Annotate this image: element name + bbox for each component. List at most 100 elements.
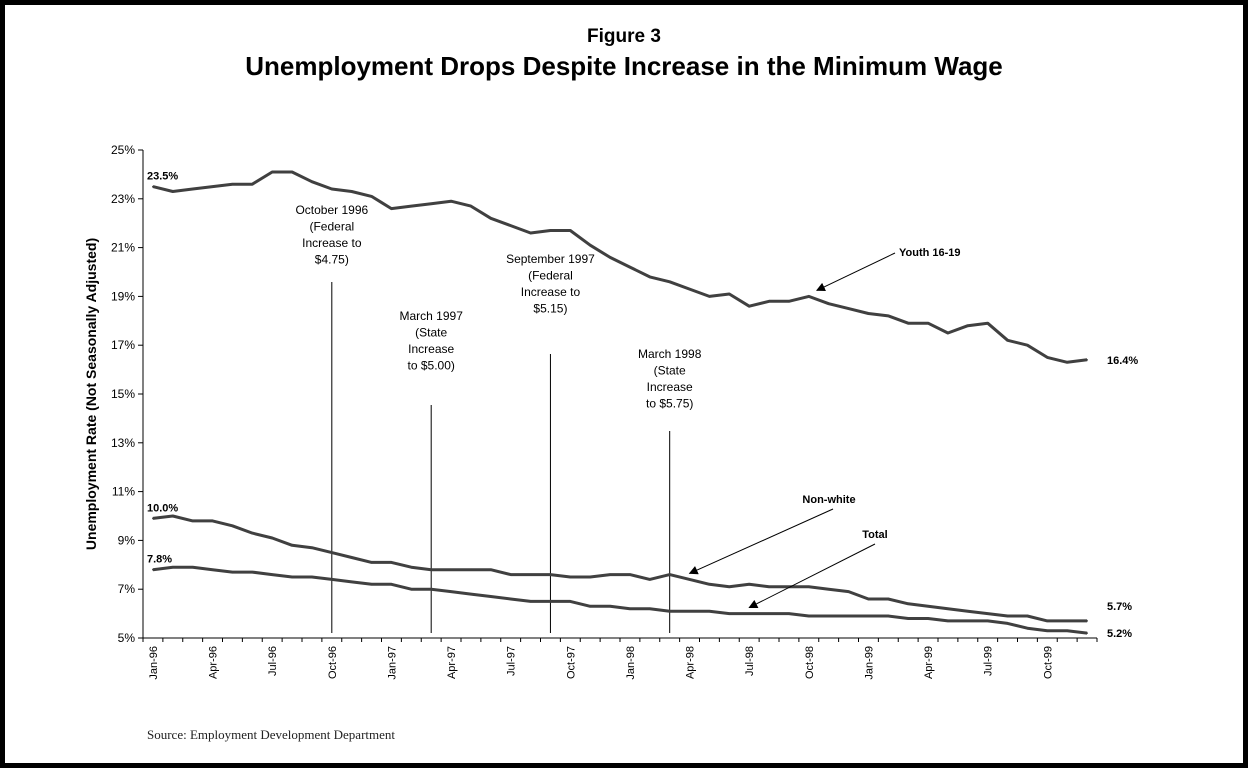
data-point [211, 568, 214, 571]
data-point [152, 185, 154, 188]
data-point [708, 610, 711, 613]
data-point [569, 600, 572, 603]
data-point [390, 583, 393, 586]
x-tick-label: Oct-96 [327, 646, 339, 679]
y-tick-label: 19% [111, 289, 135, 303]
data-point [827, 588, 830, 591]
data-point [1046, 356, 1049, 359]
data-point [748, 612, 751, 615]
data-point [1006, 615, 1009, 617]
x-tick-label: Jul-96 [267, 646, 279, 676]
data-point [509, 598, 512, 600]
data-point [231, 571, 234, 574]
data-point [370, 561, 373, 564]
data-point [211, 519, 214, 522]
data-point [768, 585, 770, 588]
x-tick-label: Jul-99 [983, 646, 995, 676]
chart-title: Unemployment Drops Despite Increase in t… [245, 51, 1003, 81]
data-point [291, 544, 293, 547]
data-point [430, 202, 433, 205]
y-tick-label: 21% [111, 241, 135, 255]
data-point [330, 551, 333, 554]
data-point [569, 229, 572, 232]
annotation-text: (Federal [309, 220, 354, 234]
y-tick-label: 7% [118, 582, 136, 596]
data-point [986, 322, 989, 325]
data-point [152, 517, 154, 520]
data-point [529, 573, 532, 576]
start-value-label: 10.0% [147, 502, 178, 514]
data-point [589, 576, 592, 578]
series-label: Youth 16-19 [899, 247, 961, 259]
annotation-text: to $5.00) [408, 359, 455, 373]
data-point [410, 588, 413, 591]
data-point [191, 519, 194, 522]
x-tick-label: Jul-97 [506, 646, 518, 676]
data-point [470, 593, 472, 595]
data-point [788, 300, 790, 303]
data-point [1026, 627, 1029, 630]
y-tick-label: 11% [112, 485, 135, 499]
data-point [648, 578, 651, 581]
data-point [708, 295, 711, 298]
data-point [410, 566, 413, 569]
data-point [1066, 620, 1069, 622]
data-point [887, 598, 890, 600]
data-point [966, 610, 969, 613]
annotation-text: (State [415, 326, 447, 340]
data-point [549, 600, 552, 603]
data-point [350, 190, 353, 193]
data-point [966, 620, 969, 622]
x-tick-label: Apr-97 [446, 646, 458, 679]
data-point [688, 578, 691, 581]
y-tick-label: 23% [111, 192, 135, 206]
data-point [609, 256, 611, 259]
data-point [688, 288, 691, 290]
data-point [768, 300, 770, 303]
data-point [966, 324, 969, 327]
data-point [330, 188, 333, 190]
data-point [251, 571, 254, 574]
data-point [728, 585, 731, 588]
data-point [688, 610, 691, 613]
data-point [947, 620, 949, 622]
x-tick-label: Oct-97 [565, 646, 577, 679]
series-label-arrow [688, 508, 834, 575]
data-point [907, 322, 910, 325]
x-tick-label: Jul-98 [744, 646, 756, 676]
data-point [867, 615, 870, 617]
data-point [251, 183, 254, 186]
data-point [350, 556, 353, 559]
annotation-text: Increase to [302, 236, 362, 250]
series-label: Non-white [802, 494, 855, 506]
annotation-text: $5.15) [533, 302, 567, 316]
data-point [291, 576, 293, 578]
y-tick-label: 5% [118, 631, 136, 645]
data-point [370, 195, 373, 198]
series-line-0 [152, 170, 1088, 364]
source-note: Source: Employment Development Departmen… [147, 727, 396, 742]
data-point [171, 190, 174, 193]
data-point [668, 573, 671, 576]
data-point [648, 275, 651, 278]
data-point [509, 224, 512, 227]
data-point [1026, 615, 1029, 617]
data-point [390, 561, 393, 564]
data-point [927, 322, 929, 325]
y-tick-label: 15% [111, 387, 135, 401]
data-point [271, 573, 274, 576]
data-point [549, 573, 552, 576]
data-point [986, 612, 989, 615]
annotation-text: $4.75) [315, 253, 349, 267]
data-point [191, 188, 194, 190]
data-point [768, 612, 770, 615]
data-point [827, 615, 830, 617]
data-point [728, 612, 731, 615]
annotation-text: (State [654, 364, 686, 378]
start-value-label: 7.8% [147, 554, 172, 566]
data-point [708, 583, 711, 586]
data-point [1086, 632, 1088, 635]
data-point [430, 588, 433, 591]
annotation-text: to $5.75) [646, 397, 693, 411]
data-point [569, 576, 572, 578]
